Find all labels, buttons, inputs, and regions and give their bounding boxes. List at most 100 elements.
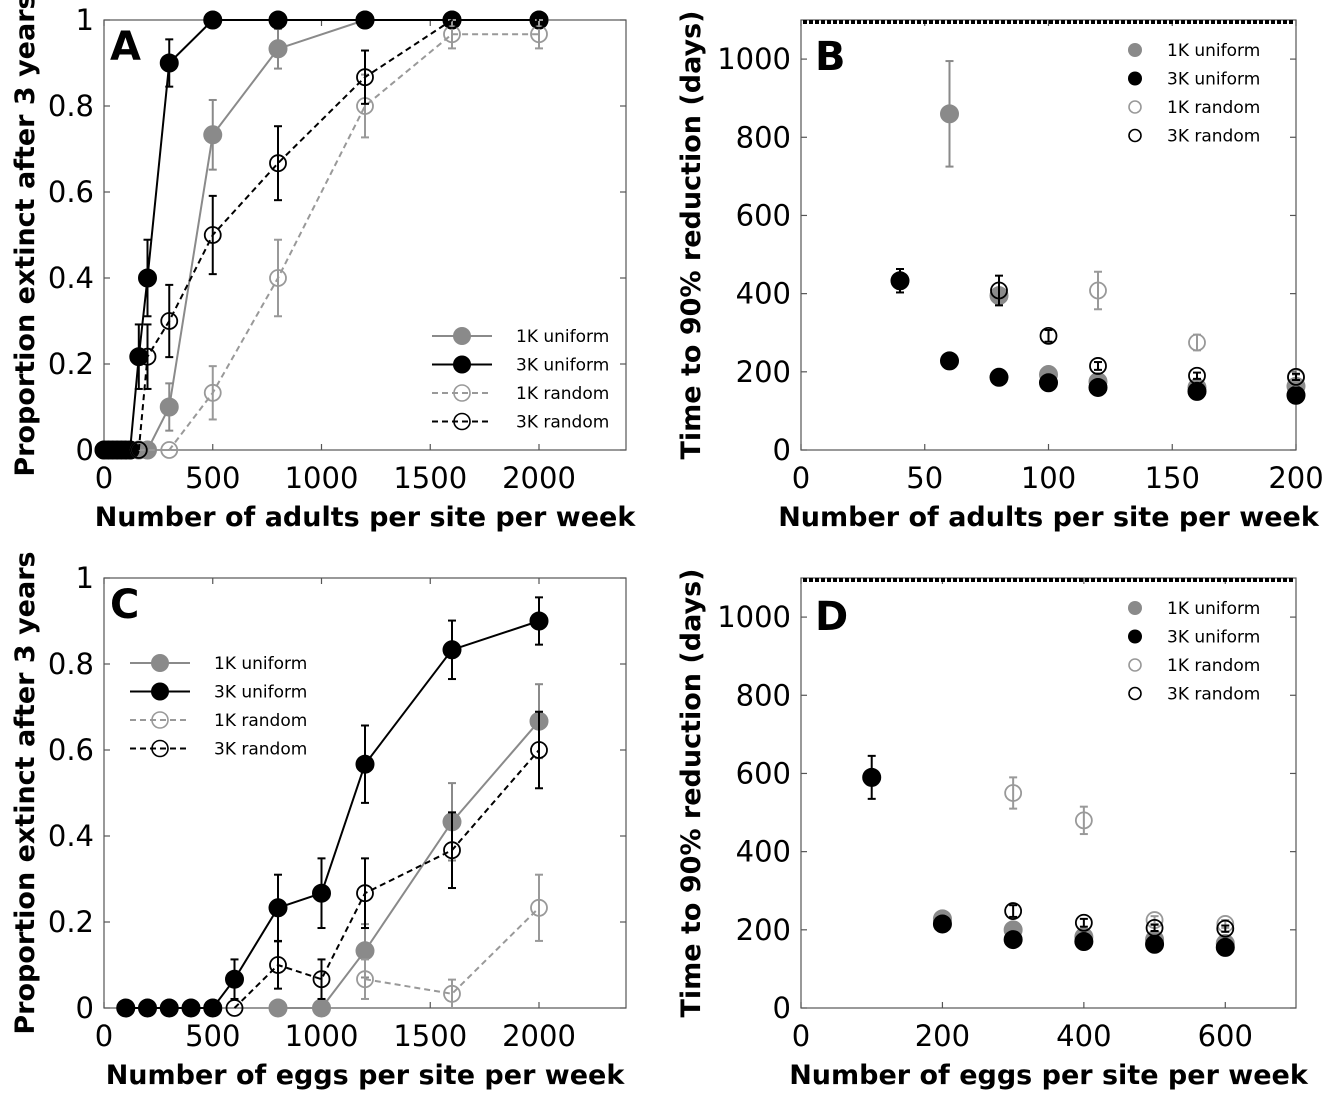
legend-marker [1128, 601, 1142, 615]
data-point [1187, 381, 1207, 401]
data-point [116, 998, 136, 1018]
series-3k-random [990, 274, 1305, 386]
data-point [890, 271, 910, 291]
data-point [356, 970, 374, 989]
panel-d: 0 200 400 600 0 200 400 600 800 1000 Number of egg… [676, 569, 1309, 1091]
legend-label: 1K random [1167, 656, 1260, 676]
data-point [225, 999, 244, 1017]
data-point [1089, 357, 1107, 375]
legend-marker [1128, 658, 1142, 672]
legend-marker [1128, 686, 1142, 701]
y-tick-label: 0 [76, 433, 94, 467]
y-axis-label: Time to 90% reduction (days) [676, 11, 707, 460]
series-3k-random [225, 710, 548, 1017]
data-point [356, 884, 374, 903]
y-tick-label: 1 [76, 561, 94, 595]
legend-marker [1128, 629, 1142, 644]
x-tick-label: 1500 [393, 461, 467, 495]
panel-letter: B [815, 34, 846, 80]
series-3k-uniform [890, 268, 1306, 405]
y-tick-label: 800 [736, 678, 791, 712]
data-point [355, 941, 375, 961]
data-point [159, 397, 179, 417]
x-tick-label: 0 [95, 461, 113, 495]
legend-label: 3K uniform [1167, 628, 1260, 648]
data-point [940, 351, 959, 371]
data-point [1004, 902, 1023, 920]
data-point [932, 914, 952, 934]
data-point [203, 383, 222, 402]
series-1k-uniform [94, 10, 549, 460]
data-point [990, 281, 1008, 300]
y-tick-label: 200 [736, 913, 791, 947]
data-point [1074, 932, 1094, 952]
data-point [1074, 913, 1093, 932]
series-3k-uniform [94, 10, 549, 460]
x-tick-label: 0 [792, 1019, 810, 1053]
data-point [1188, 333, 1206, 352]
legend-marker [151, 711, 169, 729]
x-axis-label: Number of adults per site per week [95, 502, 637, 533]
y-tick-label: 0.6 [48, 733, 94, 767]
data-point [138, 268, 157, 288]
data-point [530, 11, 548, 29]
y-tick-label: 600 [736, 756, 791, 790]
data-point [269, 269, 287, 287]
x-axis-label: Number of adults per site per week [778, 502, 1320, 533]
legend-label: 1K random [1167, 98, 1260, 118]
data-point [203, 125, 223, 145]
y-tick-label: 1000 [717, 42, 791, 76]
x-tick-label: 1000 [285, 461, 359, 495]
panel-a: 0 500 1000 1500 2000 0 0.2 0.4 0.6 0.8 1 Number of … [10, 0, 636, 533]
data-point [160, 441, 179, 459]
y-axis-label: Time to 90% reduction (days) [676, 569, 707, 1018]
plot-frame [103, 577, 627, 1009]
series-3k-uniform [862, 754, 1235, 957]
data-point [1286, 385, 1306, 405]
legend-label: 3K random [516, 413, 609, 433]
data-point [1215, 937, 1235, 957]
x-tick-label: 0 [792, 461, 810, 495]
data-point [159, 998, 179, 1018]
legend-marker [453, 384, 471, 402]
legend-marker [453, 412, 471, 431]
legend-label: 1K uniform [214, 654, 307, 674]
legend-marker [1128, 100, 1142, 114]
series-1k-random [356, 873, 548, 1009]
legend-label: 3K random [1167, 127, 1260, 147]
data-point [269, 956, 287, 974]
panel-c: 0 500 1000 1500 2000 0 0.2 0.4 0.6 0.8 1 Number of … [10, 551, 627, 1091]
data-point [203, 226, 222, 244]
y-tick-label: 0.4 [48, 261, 94, 295]
data-point [443, 984, 461, 1003]
data-point [268, 898, 288, 918]
y-tick-label: 0.8 [48, 647, 94, 681]
data-point [355, 754, 375, 774]
y-tick-label: 400 [736, 835, 791, 869]
x-tick-label: 1500 [393, 1019, 467, 1053]
data-point [312, 970, 331, 989]
data-point [1145, 918, 1164, 937]
legend-label: 3K uniform [214, 683, 307, 703]
legend-label: 1K random [516, 384, 609, 404]
x-tick-label: 0 [95, 1019, 113, 1053]
x-tick-label: 2000 [502, 461, 576, 495]
data-point [203, 998, 223, 1018]
data-point [129, 441, 148, 459]
legend-marker [1128, 43, 1142, 57]
data-point [530, 25, 548, 44]
series-3k-uniform [116, 596, 549, 1018]
data-point [1145, 934, 1165, 954]
y-tick-label: 400 [736, 277, 791, 311]
y-tick-label: 0.4 [48, 819, 94, 853]
series-line [138, 33, 539, 451]
panel-letter: A [110, 24, 141, 70]
legend-label: 3K random [214, 740, 307, 760]
panel-letter: C [110, 582, 139, 628]
y-axis-label: Proportion extinct after 3 years [10, 551, 41, 1034]
y-tick-label: 200 [736, 355, 791, 389]
data-point [268, 998, 288, 1018]
x-tick-label: 50 [906, 461, 943, 495]
legend: 1K uniform 3K uniform 1K random 3K random [1128, 599, 1260, 705]
